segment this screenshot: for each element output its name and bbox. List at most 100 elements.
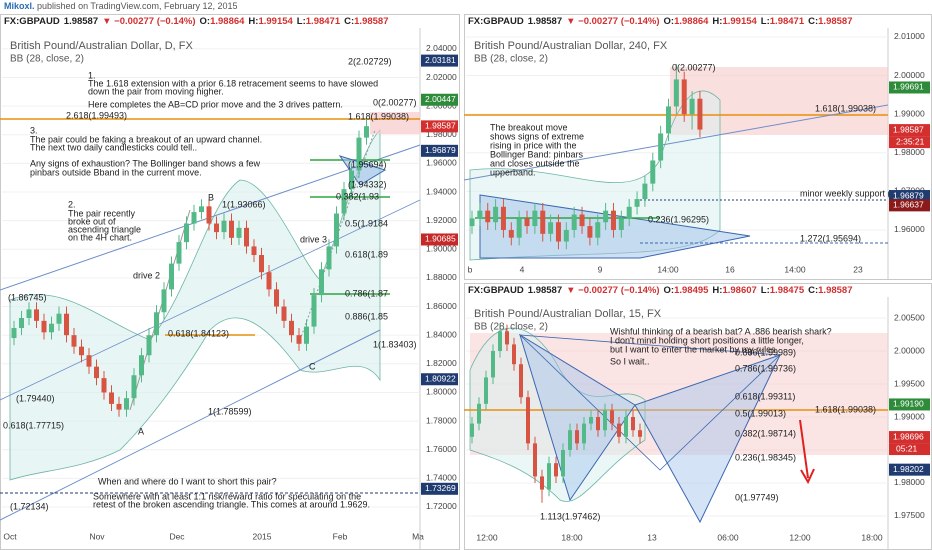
price-tag-label: 1.98696	[893, 431, 924, 441]
y-tick-label: 2.00000	[894, 345, 925, 355]
price-tag	[421, 373, 458, 386]
price-tag-label: 1.98587	[425, 121, 456, 131]
annotation: B	[208, 192, 214, 202]
candle-body	[477, 210, 483, 219]
x-tick-label: 18:00	[861, 532, 883, 542]
target-zone	[370, 112, 420, 134]
y-tick-label: 1.99500	[894, 378, 925, 388]
candle-body	[508, 229, 514, 238]
y-tick-label: 1.82000	[426, 358, 457, 368]
candle-body	[319, 269, 324, 296]
quote-last: 1.98587	[528, 285, 562, 296]
candle-body	[274, 289, 279, 307]
annotation: The breakout move	[490, 122, 568, 132]
price-tag-label: 1.73269	[425, 483, 456, 493]
annotation: 0.618(1.99311)	[735, 391, 795, 401]
candle-body	[589, 417, 593, 424]
candle-body	[519, 364, 523, 398]
chart-title: British Pound/Australian Dollar, D, FX	[10, 40, 193, 52]
y-tick-label: 1.74000	[426, 473, 457, 483]
quote-last: 1.98587	[64, 16, 98, 27]
candle-body	[199, 206, 204, 213]
candle-body	[658, 133, 664, 161]
candle-body	[642, 183, 648, 200]
annotation: Any signs of exhaustion? The Bollinger b…	[30, 158, 260, 168]
y-tick-label: 1.98000	[426, 129, 457, 139]
annotation: 1.618(1.99038)	[348, 111, 409, 121]
candle-body	[617, 423, 621, 437]
quote-c-label: C:	[808, 16, 818, 27]
x-tick-label: 4	[520, 264, 525, 274]
y-tick-label: 1.72000	[426, 501, 457, 511]
candle-body	[681, 79, 687, 115]
y-tick-label: 1.94000	[426, 186, 457, 196]
candle-body	[638, 430, 642, 437]
price-tag-label: 1.96879	[425, 145, 456, 155]
price-tag-label: 1.96637	[893, 200, 924, 210]
x-tick-label: Feb	[333, 531, 348, 541]
annotation: 0.786(1.99736)	[735, 363, 796, 373]
candle-body	[568, 430, 572, 450]
annotation: but I want to enter the market by my rul…	[610, 344, 778, 354]
x-tick-label: 16	[725, 264, 735, 274]
x-tick-label: 06:00	[717, 532, 739, 542]
annotation: 0.786(1.87	[345, 288, 388, 298]
annotation: 0.886(1.85	[345, 311, 388, 321]
candle-body	[596, 417, 600, 431]
y-tick-label: 1.99000	[894, 108, 925, 118]
candle-body	[86, 355, 92, 367]
candle-body	[618, 218, 624, 230]
candle-body	[236, 227, 242, 238]
y-tick-label: 1.78000	[426, 415, 457, 425]
quote-o: 1.98864	[674, 16, 709, 27]
annotation: 2.	[68, 199, 76, 209]
candle-body	[244, 227, 249, 247]
price-tag	[889, 81, 930, 94]
quote-symbol: FX:GBPAUD	[468, 16, 524, 27]
candle-body	[500, 206, 506, 230]
annotation: 0.886(1.99989)	[735, 347, 796, 357]
candle-body	[311, 295, 317, 327]
annotation: drive 3	[300, 234, 327, 244]
quote-h-label: H:	[248, 16, 258, 27]
quote-c-label: C:	[808, 285, 818, 296]
y-tick-label: 1.76000	[426, 444, 457, 454]
candle-body	[169, 263, 174, 290]
candle-body	[631, 417, 635, 431]
bollinger-band	[469, 327, 646, 502]
candle-body	[64, 313, 69, 336]
candle-body	[116, 403, 122, 410]
y-tick-label: 1.97500	[894, 510, 925, 520]
author[interactable]: Mikoxl.	[4, 1, 35, 11]
candle-body	[214, 223, 219, 233]
annotation: 1(1.83403)	[373, 339, 417, 349]
quote-l-label: L:	[761, 16, 770, 27]
x-tick-label: Oct	[3, 531, 17, 541]
y-tick-label: 2.04000	[426, 43, 457, 53]
quote-symbol: FX:GBPAUD	[4, 16, 60, 27]
annotation: 3.	[30, 125, 38, 135]
annotation: pinbars outside Bband in the current mov…	[30, 167, 202, 177]
candle-body	[131, 375, 137, 399]
candle-body	[624, 417, 628, 437]
candle-body	[666, 106, 671, 134]
quote-h: 1.99154	[258, 16, 293, 27]
quote-line: FX:GBPAUD 1.98587 ▼ −0.00277 (−0.14%) O:1.9…	[4, 16, 388, 27]
x-tick-label: Nov	[89, 531, 105, 541]
x-tick-label: 14:00	[784, 264, 806, 274]
candle-body	[79, 346, 84, 356]
quote-h: 1.99154	[722, 16, 757, 27]
annotation: shows signs of extreme	[490, 131, 584, 141]
price-tag-label: 1.98587	[893, 124, 924, 134]
y-tick-label: 1.99000	[894, 411, 925, 421]
annotation: 2.618(1.99493)	[66, 110, 127, 120]
annotation: Wishful thinking of a bearish bat? A .88…	[610, 326, 832, 336]
x-tick-label: 12:00	[476, 532, 498, 542]
indicator-label: BB (28, close, 2)	[10, 54, 84, 65]
annotation: 1.113(1.97462)	[540, 511, 600, 521]
candle-body	[221, 220, 227, 233]
candle-body	[505, 331, 509, 345]
candle-body	[579, 214, 585, 227]
quote-change: ▼ −0.00277 (−0.14%)	[566, 285, 659, 296]
countdown: 05:21	[896, 443, 918, 453]
